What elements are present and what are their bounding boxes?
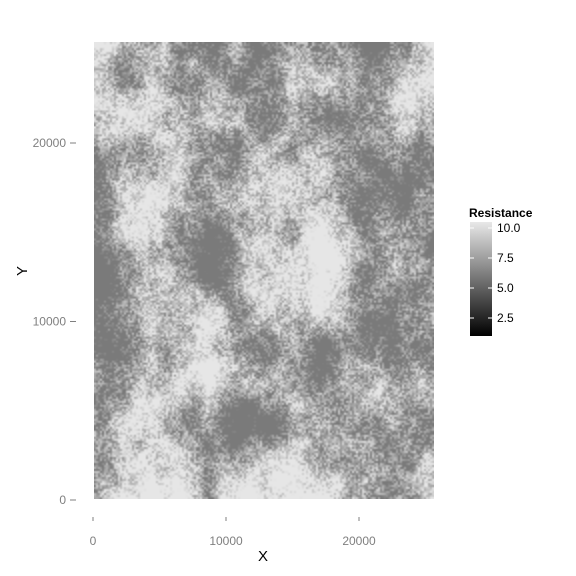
legend-break-label: 10.0 <box>497 221 521 235</box>
legend-colorbar <box>470 222 492 336</box>
y-axis-title: Y <box>14 266 31 276</box>
y-tick-label: 0 <box>59 493 66 507</box>
legend: Resistance 2.5 5.0 7.5 10.0 <box>469 206 533 336</box>
legend-breaks: 2.5 5.0 7.5 10.0 <box>470 221 521 325</box>
x-tick-label: 20000 <box>342 534 376 548</box>
x-tick-label: 0 <box>90 534 97 548</box>
legend-break-label: 7.5 <box>497 251 514 265</box>
resistance-raster <box>94 42 434 499</box>
raster-layer <box>94 42 434 499</box>
legend-title: Resistance <box>469 206 533 220</box>
x-axis-title: X <box>258 548 268 565</box>
y-tick-label: 10000 <box>33 315 67 329</box>
legend-break-label: 5.0 <box>497 281 514 295</box>
legend-break-label: 2.5 <box>497 311 514 325</box>
x-tick-label: 10000 <box>209 534 243 548</box>
y-axis: 0 10000 20000 <box>33 136 76 507</box>
x-axis: 0 10000 20000 <box>90 517 376 548</box>
y-tick-label: 20000 <box>33 136 67 150</box>
